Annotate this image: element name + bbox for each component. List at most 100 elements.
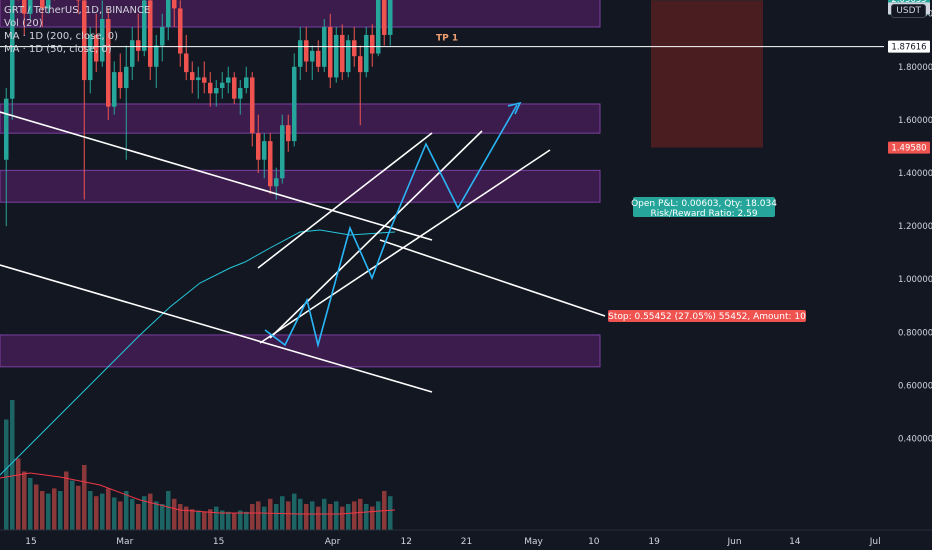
candle-body <box>100 19 105 62</box>
candle-body <box>178 8 183 54</box>
candle-body <box>40 0 45 9</box>
volume-bar <box>310 501 315 530</box>
volume-bar <box>154 501 159 530</box>
volume-bar <box>274 504 279 530</box>
volume-bar <box>70 480 75 530</box>
candle-body <box>352 40 357 57</box>
x-tick-label: 14 <box>789 537 801 547</box>
volume-bar <box>76 485 81 530</box>
y-tick-label: 1.40000 <box>898 169 932 179</box>
volume-bar <box>256 501 261 530</box>
y-tick-label: 1.20000 <box>898 222 932 232</box>
candle-body <box>190 72 195 81</box>
x-tick-label: 12 <box>400 537 411 547</box>
candle-body <box>208 82 213 94</box>
candle-body <box>316 50 321 67</box>
volume-bar <box>208 509 213 530</box>
x-tick-label: Jun <box>726 537 741 547</box>
candle-body <box>388 0 393 35</box>
volume-bar <box>220 510 225 530</box>
candle-body <box>238 88 243 99</box>
indicator-ma50[interactable]: MA · 1D (50, close, 0) <box>4 44 112 55</box>
level-price-tag-text: 1.87616 <box>891 43 926 53</box>
candle-body <box>376 0 381 54</box>
candle-body <box>340 34 345 73</box>
candle-body <box>4 98 9 160</box>
y-tick-label: 1.60000 <box>898 116 932 126</box>
candle-body <box>196 77 201 81</box>
volume-bar <box>304 504 309 530</box>
x-tick-label: 10 <box>588 537 600 547</box>
supply-zone <box>0 103 601 134</box>
volume-bar <box>112 497 117 530</box>
candle-body <box>136 40 141 51</box>
candle-body <box>172 0 177 9</box>
trend-line <box>257 132 433 269</box>
pnl-label: Risk/Reward Ratio: 2.59 <box>650 209 757 219</box>
level-price-tag <box>888 40 930 53</box>
volume-bar <box>130 498 135 530</box>
volume-bar <box>328 504 333 530</box>
candle-body <box>328 26 333 78</box>
candle-body <box>256 133 261 160</box>
volume-bar <box>10 400 15 530</box>
projected-path-arrowhead <box>507 101 522 115</box>
volume-bar <box>250 504 255 530</box>
volume-bar <box>214 506 219 530</box>
candle-body <box>280 125 285 179</box>
volume-bar <box>52 488 57 530</box>
candle-body <box>160 26 165 46</box>
pnl-label: Open P&L: 0.00603, Qty: 18.034 <box>631 199 777 209</box>
volume-bar <box>148 493 153 530</box>
candle-body <box>148 0 153 67</box>
x-tick-label: 19 <box>648 537 660 547</box>
candle-body <box>370 34 375 54</box>
trend-line <box>379 239 606 317</box>
y-tick-label: 1.80000 <box>898 63 932 73</box>
candle-body <box>130 40 135 67</box>
volume-bar <box>244 511 249 530</box>
trend-line <box>0 111 433 241</box>
supply-zone <box>0 334 601 368</box>
candle-body <box>184 53 189 73</box>
x-tick-label: Jul <box>869 537 881 547</box>
volume-bar <box>340 506 345 530</box>
y-tick-label: 1.00000 <box>898 275 932 285</box>
volume-bar <box>82 465 87 530</box>
x-tick-label: 15 <box>213 537 224 547</box>
indicator-ma200[interactable]: MA · 1D (200, close, 0) <box>4 31 118 42</box>
candle-body <box>250 77 255 134</box>
x-tick-label: 15 <box>25 537 36 547</box>
volume-bar <box>160 504 165 530</box>
candle-body <box>166 0 171 27</box>
price-marker <box>888 141 930 154</box>
volume-bar <box>184 506 189 530</box>
volume-bar <box>346 504 351 530</box>
currency-button[interactable]: USDT <box>891 4 926 18</box>
candle-body <box>262 141 267 160</box>
volume-bar <box>286 501 291 530</box>
candle-body <box>358 56 363 73</box>
candle-body <box>382 0 387 35</box>
candle-body <box>106 19 111 107</box>
ma-200-line <box>0 229 396 476</box>
volume-bar <box>172 498 177 530</box>
candle-body <box>310 50 315 62</box>
chart-legend: GRT / TetherUS, 1D, BINANCE Vol (20) MA … <box>4 4 150 56</box>
volume-bar <box>94 496 99 530</box>
candle-body <box>82 0 87 81</box>
volume-bar <box>4 419 9 530</box>
candle-body <box>202 77 207 83</box>
volume-bar <box>262 506 267 530</box>
candle-body <box>292 66 297 142</box>
stop-label: Stop: 0.55452 (27.05%) 55452, Amount: 10 <box>608 312 806 322</box>
candle-body <box>88 34 93 81</box>
projected-path <box>264 104 518 349</box>
x-tick-label: Mar <box>116 537 133 547</box>
x-tick-label: 21 <box>461 537 472 547</box>
symbol-title[interactable]: GRT / TetherUS, 1D, BINANCE <box>4 5 151 16</box>
candle-body <box>142 0 147 51</box>
indicator-volume[interactable]: Vol (20) <box>4 18 43 29</box>
